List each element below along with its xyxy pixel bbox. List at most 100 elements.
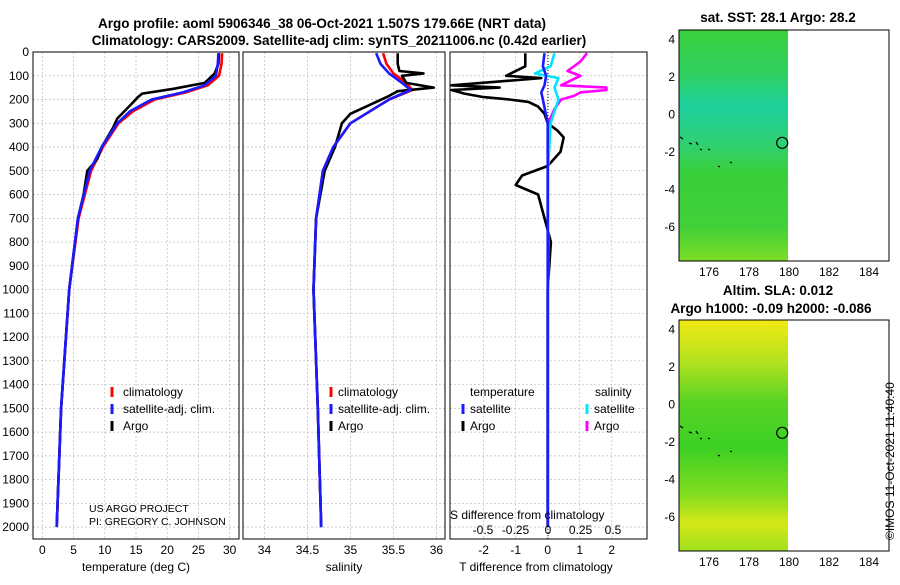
s-tick-label: 0 [545,523,552,537]
x-tick-label: 30 [223,543,237,557]
lat-tick-label: 4 [668,322,675,336]
lat-tick-label: 2 [668,360,675,374]
coastline-islands [679,425,733,457]
figure-title-line1: Argo profile: aoml 5906346_38 06-Oct-202… [98,16,546,31]
argo-position-marker [776,136,789,149]
depth-tick-label: 600 [9,188,29,202]
sla-map-title: Altim. SLA: 0.012 [723,283,833,298]
x-tick-label: 35 [344,543,358,557]
legend-argo-label: Argo [123,419,149,433]
lat-tick-label: 0 [668,108,675,122]
depth-tick-label: 1000 [2,283,29,297]
depth-tick-label: 900 [9,259,29,273]
series-line-satellite-adj-clim- [312,52,412,528]
lon-tick-label: 176 [699,555,719,569]
temperature-profile-panel: 0100200300400500600700800900100011001200… [2,45,240,574]
depth-tick-label: 1400 [2,378,29,392]
sst-map-title: sat. SST: 28.1 Argo: 28.2 [700,10,856,25]
legend-salinity-title: salinity [595,385,632,399]
x-tick-label: 34 [258,543,272,557]
depth-tick-label: 1200 [2,330,29,344]
lon-tick-label: 184 [859,555,879,569]
x-tick-label: 20 [161,543,175,557]
depth-tick-label: 500 [9,164,29,178]
x-tick-label: 34.5 [296,543,320,557]
difference-legend: temperature satellite Argo salinity sate… [461,385,635,433]
legend-argo-label: Argo [338,419,364,433]
lat-tick-label: -6 [664,220,675,234]
credit-line2: PI: GREGORY C. JOHNSON [89,516,226,528]
temperature-plot-frame [32,51,240,540]
sst-field-overlay [679,30,788,261]
lat-tick-label: -6 [664,510,675,524]
series-line-salinity-argo [546,52,608,528]
lon-tick-label: 178 [739,555,759,569]
legend-t-argo-label: Argo [470,419,496,433]
legend-t-satellite-label: satellite [470,402,511,416]
coastline-islands [679,136,733,168]
sla-map-subtitle: Argo h1000: -0.09 h2000: -0.086 [670,301,872,316]
x-tick-label: 25 [192,543,206,557]
sst-field [679,30,788,261]
lat-tick-label: -4 [664,473,675,487]
depth-tick-label: 0 [22,45,29,59]
lon-tick-label: 182 [819,265,839,279]
legend-satellite-clim-label: satellite-adj. clim. [338,402,430,416]
legend-temperature-title: temperature [470,385,535,399]
depth-tick-label: 800 [9,235,29,249]
s-tick-label: -0.25 [502,523,530,537]
figure-title-line2: Climatology: CARS2009. Satellite-adj cli… [92,33,586,48]
depth-tick-label: 1700 [2,449,29,463]
salinity-plot-frame [242,51,446,540]
t-difference-xlabel: T difference from climatology [459,560,613,574]
argo-position-marker [776,426,789,439]
legend-satellite-clim-label: satellite-adj. clim. [123,402,215,416]
x-tick-label: 36 [430,543,444,557]
depth-tick-label: 100 [9,69,29,83]
salinity-profile-panel: 34 34.5 35 35.5 36 salinity climatology sate… [242,51,446,574]
x-tick-label: 35.5 [382,543,406,557]
depth-tick-label: 1900 [2,496,29,510]
x-tick-label: 0 [39,543,46,557]
x-tick-label: 1 [576,543,583,557]
series-line-satellite-adj-clim- [55,53,220,528]
s-difference-label: S difference from climatology [450,508,605,522]
lat-tick-label: -2 [664,435,675,449]
depth-tick-label: 2000 [2,520,29,534]
lat-tick-label: -4 [664,183,675,197]
depth-tick-label: 400 [9,140,29,154]
lon-tick-label: 178 [739,265,759,279]
legend-climatology-label: climatology [123,385,183,399]
lon-tick-label: 180 [779,555,799,569]
salinity-xlabel: salinity [326,560,363,574]
difference-panel: -2 -1 0 1 2 -0.5 -0.25 0 0.25 0.5 S difference f… [449,51,648,574]
s-tick-label: 0.25 [569,523,593,537]
temperature-legend: climatology satellite-adj. clim. Argo [110,385,215,433]
x-tick-label: 2 [608,543,615,557]
salinity-legend: climatology satellite-adj. clim. Argo [329,385,430,433]
sla-map-frame [678,319,890,552]
depth-tick-label: 1600 [2,425,29,439]
lon-tick-label: 184 [859,265,879,279]
temperature-xlabel: temperature (deg C) [82,560,190,574]
depth-tick-label: 300 [9,116,29,130]
x-tick-label: 10 [98,543,112,557]
legend-climatology-label: climatology [338,385,398,399]
lat-tick-label: 0 [668,398,675,412]
imos-stamp: ©IMOS 11-Oct-2021 11:40:40 [883,382,897,540]
x-tick-label: -2 [478,543,489,557]
depth-tick-label: 700 [9,211,29,225]
depth-tick-label: 1100 [3,306,29,320]
sla-field [679,320,788,551]
lat-tick-label: 4 [668,32,675,46]
credit-line1: US ARGO PROJECT [89,503,189,515]
x-tick-label: 15 [129,543,143,557]
series-line-temperature-satellite [539,53,550,528]
legend-s-argo-label: Argo [594,419,620,433]
sla-map-panel: Altim. SLA: 0.012 Argo h1000: -0.09 h200… [664,283,890,569]
legend-s-satellite-label: satellite [594,402,635,416]
x-tick-label: -1 [510,543,521,557]
depth-tick-label: 1500 [2,401,29,415]
lat-tick-label: -2 [664,145,675,159]
